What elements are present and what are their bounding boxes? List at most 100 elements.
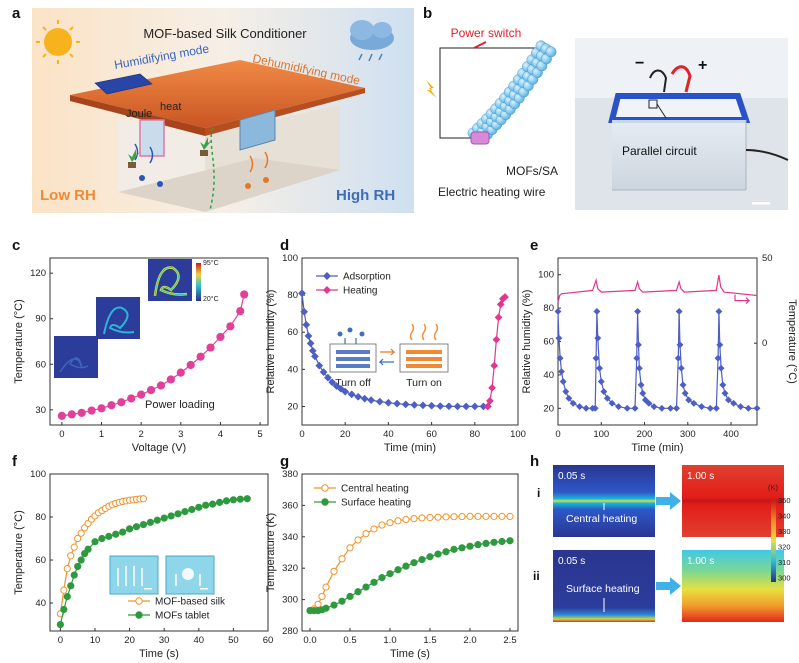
data-point <box>311 352 319 361</box>
data-point <box>474 541 482 549</box>
data-point <box>453 402 462 411</box>
y-tick-label: 80 <box>287 290 298 301</box>
data-point <box>139 520 148 529</box>
data-point <box>60 586 68 594</box>
circuit-diagram <box>426 40 557 145</box>
legend-label: Central heating <box>341 484 409 495</box>
data-point <box>565 394 573 402</box>
data-point <box>555 334 563 342</box>
y-tick-label: 340 <box>282 532 298 543</box>
x-tick-label: 40 <box>194 635 205 646</box>
data-point <box>300 307 309 316</box>
data-point <box>137 390 146 399</box>
data-point <box>167 512 175 520</box>
x-tick-label: 20 <box>340 429 351 440</box>
data-point <box>196 352 205 361</box>
data-point <box>160 514 168 522</box>
fiber-schematic-off <box>329 327 377 373</box>
data-point <box>556 354 564 362</box>
x-tick-label: 3 <box>178 429 183 440</box>
data-point <box>107 401 116 410</box>
data-point <box>341 387 350 396</box>
sun-icon <box>36 20 80 64</box>
axis-indicator-arrow <box>734 294 751 305</box>
data-point <box>370 578 378 586</box>
data-point <box>442 513 450 521</box>
sim-surface-0-time: 0.05 s <box>558 556 585 567</box>
legend-label: Surface heating <box>341 498 411 509</box>
x-tick-label: 0 <box>58 635 63 646</box>
data-point <box>319 368 328 377</box>
data-point <box>394 566 402 574</box>
parallel-circuit-label: Parallel circuit <box>622 144 697 158</box>
data-point <box>554 307 562 315</box>
data-point <box>188 505 196 514</box>
data-point <box>615 403 623 411</box>
x-tick-label: 0 <box>299 429 304 440</box>
data-point <box>166 375 175 384</box>
chart-f: 0 10 20 30 40 50 60 40 60 80 100 Time (s) Temperatur… <box>13 469 273 660</box>
data-point <box>674 354 682 362</box>
x-tick-label: 80 <box>470 429 481 440</box>
sim-surface-1-time: 1.00 s <box>687 556 714 567</box>
legend-marker <box>323 272 331 280</box>
x-tick-label: 400 <box>723 429 739 440</box>
data-point <box>410 559 418 567</box>
data-point <box>490 538 498 546</box>
legend-label: Adsorption <box>343 272 391 283</box>
plot-frame <box>49 257 269 426</box>
y2-tick-label: 0 <box>762 338 767 349</box>
data-point <box>139 495 148 503</box>
data-point <box>146 385 156 395</box>
sim-central-1-time: 1.00 s <box>687 471 714 482</box>
panel-a: a MOF-based Silk Conditioner <box>12 5 414 213</box>
data-point <box>650 403 658 411</box>
x-tick-label: 1 <box>99 429 104 440</box>
data-point <box>569 399 577 407</box>
data-point <box>77 556 85 564</box>
sim-central-0 <box>553 465 655 537</box>
y-tick-label: 320 <box>282 563 298 574</box>
data-point <box>498 512 506 520</box>
panel-label-b: b <box>423 5 432 22</box>
thermal-inset-3 <box>148 259 192 301</box>
legend-marker <box>135 611 143 619</box>
data-point <box>645 399 653 407</box>
data-point <box>240 290 249 299</box>
data-point <box>386 570 394 578</box>
data-point <box>70 543 78 551</box>
data-point <box>434 550 442 558</box>
y-tick-label: 360 <box>282 500 298 511</box>
x-tick-label: 0.5 <box>343 635 356 646</box>
data-point <box>427 401 436 410</box>
legend-label: Heating <box>343 286 377 297</box>
data-point <box>485 396 494 405</box>
data-point <box>719 381 727 389</box>
data-point <box>105 532 113 540</box>
data-point <box>419 401 427 410</box>
y2-axis-label: Temperature (°C) <box>786 299 798 383</box>
data-point <box>74 562 82 571</box>
arrow-icon <box>656 492 681 510</box>
y-tick-label: 40 <box>543 370 554 381</box>
data-point <box>676 341 684 349</box>
data-point <box>474 512 482 520</box>
y-tick-label: 90 <box>35 314 46 325</box>
data-point <box>97 404 106 413</box>
y-tick-label: 100 <box>30 469 46 480</box>
x-axis-label: Time (s) <box>390 648 430 660</box>
turn-off-label: Turn off <box>335 377 371 389</box>
data-point <box>634 307 642 315</box>
row-label-i: i <box>537 486 540 500</box>
y-tick-label: 20 <box>287 401 298 412</box>
panel-g: g <box>280 453 289 470</box>
series-line-Temperature <box>557 274 758 303</box>
y-tick-label: 120 <box>30 268 46 279</box>
data-point <box>576 403 584 411</box>
data-point <box>482 539 490 547</box>
data-point <box>482 512 490 520</box>
data-point <box>506 512 514 520</box>
power-switch-label: Power switch <box>451 26 522 40</box>
data-point <box>418 555 426 564</box>
data-point <box>362 530 370 538</box>
